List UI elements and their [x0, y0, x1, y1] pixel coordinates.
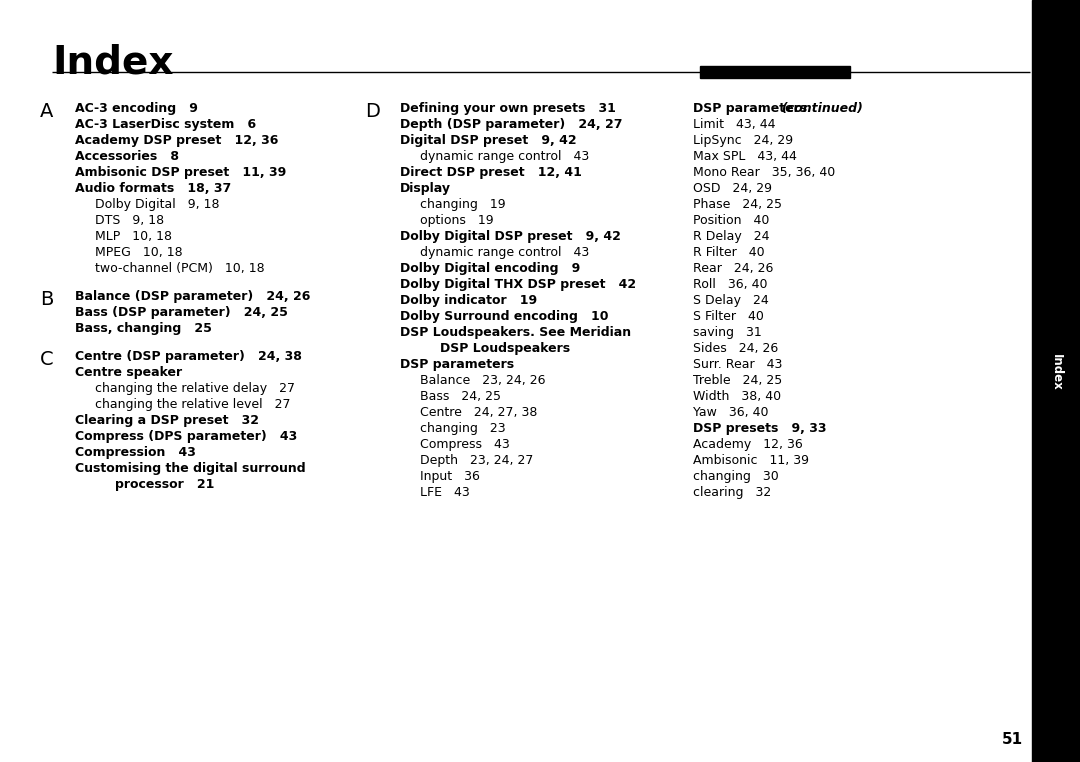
Text: Bass (DSP parameter)   24, 25: Bass (DSP parameter) 24, 25 [75, 306, 288, 319]
Bar [700, 66, 850, 78]
Text: LFE   43: LFE 43 [420, 486, 470, 499]
Text: OSD   24, 29: OSD 24, 29 [693, 182, 772, 195]
Text: Accessories   8: Accessories 8 [75, 150, 179, 163]
Text: Sides   24, 26: Sides 24, 26 [693, 342, 779, 355]
Text: Bass   24, 25: Bass 24, 25 [420, 390, 501, 403]
Text: Ambisonic DSP preset   11, 39: Ambisonic DSP preset 11, 39 [75, 166, 286, 179]
Text: Balance   23, 24, 26: Balance 23, 24, 26 [420, 374, 545, 387]
Text: B: B [40, 290, 53, 309]
Text: DSP presets   9, 33: DSP presets 9, 33 [693, 422, 826, 435]
Text: Academy   12, 36: Academy 12, 36 [693, 438, 802, 451]
Text: LipSync   24, 29: LipSync 24, 29 [693, 134, 793, 147]
Text: changing the relative delay   27: changing the relative delay 27 [95, 382, 295, 395]
Text: changing the relative level   27: changing the relative level 27 [95, 398, 291, 411]
Text: Mono Rear   35, 36, 40: Mono Rear 35, 36, 40 [693, 166, 835, 179]
Text: Dolby Surround encoding   10: Dolby Surround encoding 10 [400, 310, 608, 323]
Text: Dolby Digital encoding   9: Dolby Digital encoding 9 [400, 262, 580, 275]
Text: Direct DSP preset   12, 41: Direct DSP preset 12, 41 [400, 166, 582, 179]
Text: saving   31: saving 31 [693, 326, 761, 339]
Text: changing   23: changing 23 [420, 422, 505, 435]
Text: AC-3 LaserDisc system   6: AC-3 LaserDisc system 6 [75, 118, 256, 131]
Text: Phase   24, 25: Phase 24, 25 [693, 198, 782, 211]
Text: A: A [40, 102, 53, 121]
Text: (continued): (continued) [781, 102, 863, 115]
Text: Bass, changing   25: Bass, changing 25 [75, 322, 212, 335]
Text: changing   19: changing 19 [420, 198, 505, 211]
Text: Digital DSP preset   9, 42: Digital DSP preset 9, 42 [400, 134, 577, 147]
Text: processor   21: processor 21 [114, 478, 214, 491]
Text: MPEG   10, 18: MPEG 10, 18 [95, 246, 183, 259]
Text: Compress   43: Compress 43 [420, 438, 510, 451]
Text: options   19: options 19 [420, 214, 494, 227]
Text: Centre (DSP parameter)   24, 38: Centre (DSP parameter) 24, 38 [75, 350, 302, 363]
Text: R Delay   24: R Delay 24 [693, 230, 769, 243]
Text: Treble   24, 25: Treble 24, 25 [693, 374, 782, 387]
Text: Audio formats   18, 37: Audio formats 18, 37 [75, 182, 231, 195]
Text: Clearing a DSP preset   32: Clearing a DSP preset 32 [75, 414, 259, 427]
Text: DSP Loudspeakers. See Meridian: DSP Loudspeakers. See Meridian [400, 326, 631, 339]
Text: Dolby Digital THX DSP preset   42: Dolby Digital THX DSP preset 42 [400, 278, 636, 291]
Text: Width   38, 40: Width 38, 40 [693, 390, 781, 403]
Text: D: D [365, 102, 380, 121]
Text: dynamic range control   43: dynamic range control 43 [420, 150, 590, 163]
Text: Dolby Digital   9, 18: Dolby Digital 9, 18 [95, 198, 219, 211]
Text: Depth   23, 24, 27: Depth 23, 24, 27 [420, 454, 534, 467]
Bar [1032, 0, 1080, 762]
Text: Roll   36, 40: Roll 36, 40 [693, 278, 768, 291]
Text: Compress (DPS parameter)   43: Compress (DPS parameter) 43 [75, 430, 297, 443]
Text: Position   40: Position 40 [693, 214, 769, 227]
Text: DSP parameters: DSP parameters [693, 102, 811, 115]
Text: Ambisonic   11, 39: Ambisonic 11, 39 [693, 454, 809, 467]
Text: Index: Index [52, 44, 174, 82]
Text: Balance (DSP parameter)   24, 26: Balance (DSP parameter) 24, 26 [75, 290, 310, 303]
Text: Rear   24, 26: Rear 24, 26 [693, 262, 773, 275]
Text: Index: Index [1050, 354, 1063, 390]
Text: MLP   10, 18: MLP 10, 18 [95, 230, 172, 243]
Text: AC-3 encoding   9: AC-3 encoding 9 [75, 102, 198, 115]
Text: DSP Loudspeakers: DSP Loudspeakers [440, 342, 570, 355]
Text: clearing   32: clearing 32 [693, 486, 771, 499]
Text: C: C [40, 350, 54, 369]
Text: Max SPL   43, 44: Max SPL 43, 44 [693, 150, 797, 163]
Text: Display: Display [400, 182, 451, 195]
Text: 51: 51 [1001, 732, 1023, 748]
Text: Customising the digital surround: Customising the digital surround [75, 462, 306, 475]
Text: R Filter   40: R Filter 40 [693, 246, 765, 259]
Text: Surr. Rear   43: Surr. Rear 43 [693, 358, 782, 371]
Text: Defining your own presets   31: Defining your own presets 31 [400, 102, 616, 115]
Text: S Filter   40: S Filter 40 [693, 310, 764, 323]
Text: Depth (DSP parameter)   24, 27: Depth (DSP parameter) 24, 27 [400, 118, 622, 131]
Text: Input   36: Input 36 [420, 470, 480, 483]
Text: DTS   9, 18: DTS 9, 18 [95, 214, 164, 227]
Text: dynamic range control   43: dynamic range control 43 [420, 246, 590, 259]
Text: Dolby Digital DSP preset   9, 42: Dolby Digital DSP preset 9, 42 [400, 230, 621, 243]
Text: Yaw   36, 40: Yaw 36, 40 [693, 406, 769, 419]
Text: Centre speaker: Centre speaker [75, 366, 183, 379]
Text: DSP parameters: DSP parameters [400, 358, 514, 371]
Text: S Delay   24: S Delay 24 [693, 294, 769, 307]
Text: Dolby indicator   19: Dolby indicator 19 [400, 294, 537, 307]
Text: Compression   43: Compression 43 [75, 446, 195, 459]
Text: Limit   43, 44: Limit 43, 44 [693, 118, 775, 131]
Text: Centre   24, 27, 38: Centre 24, 27, 38 [420, 406, 538, 419]
Text: Academy DSP preset   12, 36: Academy DSP preset 12, 36 [75, 134, 279, 147]
Text: changing   30: changing 30 [693, 470, 779, 483]
Text: two-channel (PCM)   10, 18: two-channel (PCM) 10, 18 [95, 262, 265, 275]
